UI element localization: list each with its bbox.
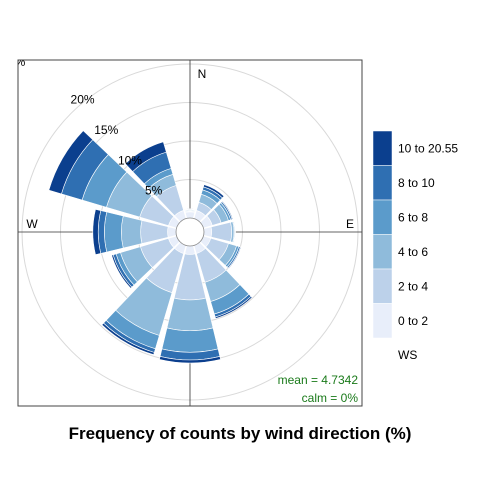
sector-0: [184, 208, 196, 219]
legend-label: 4 to 6: [398, 245, 428, 259]
sector-240: [111, 235, 181, 289]
legend-swatch: [372, 268, 393, 304]
legend-label: 2 to 4: [398, 279, 428, 293]
radial-tick-label: 15%: [94, 123, 118, 137]
sector-bar-segment: [121, 215, 143, 249]
panel-border: [17, 59, 363, 407]
direction-label-w: W: [26, 217, 38, 231]
radial-tick-label: 10%: [118, 153, 142, 167]
legend-swatch: [372, 303, 393, 339]
sector-90: [203, 221, 236, 243]
sector-270: [92, 208, 177, 256]
calm-circle: [175, 217, 205, 247]
plot-panel: N E W% 5% 10% 15% 20% mean = 4.7342 calm = 0%: [15, 55, 363, 407]
sector-60: [199, 200, 234, 229]
calm-text: calm = 0%: [302, 391, 359, 405]
radial-tick-label: 5%: [145, 184, 163, 198]
legend-swatch: [372, 165, 393, 201]
sector-bar-segment: [161, 327, 219, 353]
sector-bar-segment: [203, 184, 225, 199]
sector-30: [193, 184, 225, 223]
legend-swatch: [372, 199, 393, 235]
legend-label: 8 to 10: [398, 176, 435, 190]
sector-bar-segment: [159, 356, 221, 364]
sector-bar-segment: [124, 141, 167, 173]
sector-330: [124, 141, 187, 223]
chart-title: Frequency of counts by wind direction (%…: [69, 424, 412, 443]
mean-text: mean = 4.7342: [278, 373, 359, 387]
radial-tick-label: 20%: [71, 93, 95, 107]
legend-label: 10 to 20.55: [398, 141, 458, 155]
sector-bar-segment: [111, 254, 133, 289]
sector-bar-segment: [203, 226, 212, 238]
plot-area: N E W% 5% 10% 15% 20% mean = 4.7342 calm = 0%: [15, 55, 362, 406]
legend-label: 6 to 8: [398, 210, 428, 224]
sector-bar-segment: [184, 208, 196, 211]
sector-150: [193, 241, 253, 319]
legend-label: 0 to 2: [398, 314, 428, 328]
sector-bar-segment: [104, 211, 124, 253]
sector-180: [159, 245, 221, 364]
sector-210: [101, 241, 187, 356]
radial-tick-label: %: [15, 55, 26, 69]
direction-label-e: E: [346, 217, 354, 231]
sector-bar-segment: [167, 226, 177, 238]
sector-300: [48, 130, 181, 229]
sector-bar-segment: [166, 297, 214, 331]
sector-bar-segment: [233, 221, 236, 243]
sector-bar-segment: [92, 208, 102, 256]
legend-title: WS: [398, 348, 417, 362]
legend: 10 to 20.55 8 to 10 6 to 8 4 to 6 2 to 4 0 to…: [372, 130, 458, 362]
sector-bar-segment: [227, 246, 242, 270]
sector-bar-segment: [101, 322, 155, 356]
sector-bar-segment: [221, 200, 234, 220]
sector-bar-segment: [214, 295, 253, 319]
sector-bar-segment: [184, 245, 196, 255]
direction-label-n: N: [198, 67, 207, 81]
sector-bar-segment: [184, 211, 196, 219]
sector-bar-segment: [48, 130, 94, 195]
legend-swatch: [372, 234, 393, 270]
legend-swatch: [372, 130, 393, 166]
